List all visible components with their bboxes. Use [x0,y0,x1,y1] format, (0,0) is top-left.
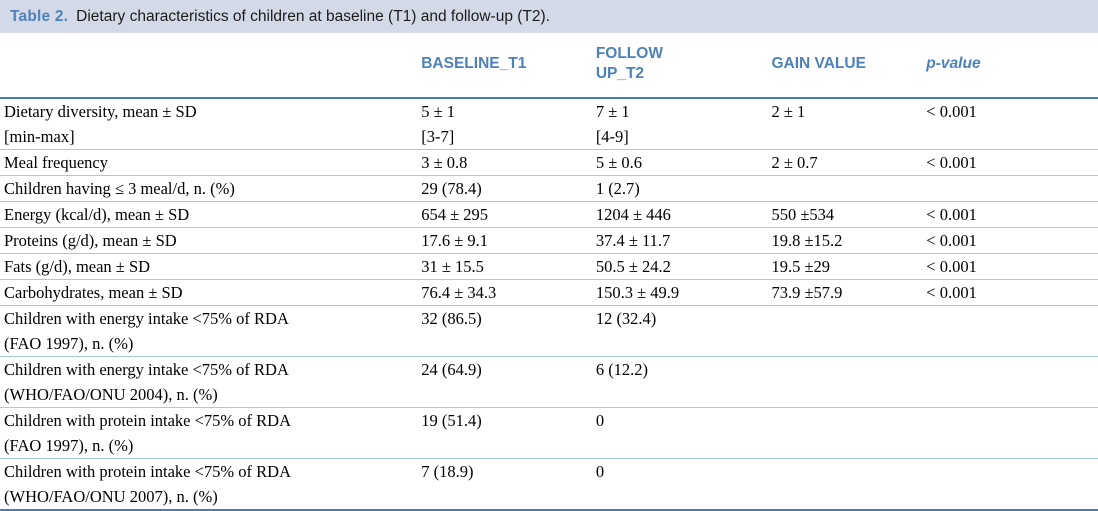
baseline-cell: 17.6 ± 9.1 [417,227,592,254]
gain-cell: 19.5 ±29 [767,253,923,280]
table-row: Children with protein intake <75% of RDA… [0,458,1098,511]
table-row: Children having ≤ 3 meal/d, n. (%) 29 (7… [0,175,1098,202]
followup-cell: 5 ± 0.6 [591,149,768,176]
baseline-cell: 3 ± 0.8 [417,149,592,176]
table-caption-band: Table 2. Dietary characteristics of chil… [0,0,1098,33]
pvalue-cell: < 0.001 [922,201,1098,228]
pvalue-cell: < 0.001 [922,253,1098,280]
followup-cell: 150.3 ± 49.9 [591,279,768,306]
gain-cell [767,458,923,511]
table-row: Meal frequency 3 ± 0.8 5 ± 0.6 2 ± 0.7 <… [0,149,1098,176]
gain-cell: 19.8 ±15.2 [767,227,923,254]
followup-cell: 1204 ± 446 [591,201,768,228]
table-description: Dietary characteristics of children at b… [76,7,550,25]
gain-cell: 2 ± 1 [767,98,923,150]
followup-cell: 50.5 ± 24.2 [591,253,768,280]
table-number-label: Table 2. [10,7,69,25]
gain-cell: 73.9 ±57.9 [767,279,923,306]
table-row: Carbohydrates, mean ± SD 76.4 ± 34.3 150… [0,279,1098,306]
pvalue-cell [922,175,1098,202]
row-label-cell: Children with energy intake <75% of RDA … [0,356,418,408]
followup-cell: 12 (32.4) [591,305,768,357]
baseline-cell: 31 ± 15.5 [417,253,592,280]
gain-cell: 550 ±534 [767,201,923,228]
dietary-characteristics-table: BASELINE_T1 FOLLOW UP_T2 GAIN VALUE p-va… [0,33,1098,511]
baseline-cell: 7 (18.9) [417,458,592,511]
row-label-cell: Meal frequency [0,149,418,176]
followup-cell: 1 (2.7) [591,175,768,202]
pvalue-cell [922,407,1098,459]
row-label-cell: Children with protein intake <75% of RDA… [0,458,418,511]
table-row: Children with energy intake <75% of RDA … [0,356,1098,408]
baseline-cell: 19 (51.4) [417,407,592,459]
row-label-cell: Children having ≤ 3 meal/d, n. (%) [0,175,418,202]
baseline-cell: 24 (64.9) [417,356,592,408]
pvalue-cell: < 0.001 [922,227,1098,254]
gain-cell [767,305,923,357]
row-label-cell: Children with protein intake <75% of RDA… [0,407,418,459]
pvalue-cell [922,305,1098,357]
row-label-cell: Fats (g/d), mean ± SD [0,253,418,280]
followup-cell: 37.4 ± 11.7 [591,227,768,254]
table-row: Fats (g/d), mean ± SD 31 ± 15.5 50.5 ± 2… [0,253,1098,280]
baseline-cell: 76.4 ± 34.3 [417,279,592,306]
gain-cell [767,356,923,408]
table-row: Children with protein intake <75% of RDA… [0,407,1098,459]
table-row: Children with energy intake <75% of RDA … [0,305,1098,357]
table-row: Dietary diversity, mean ± SD [min-max] 5… [0,98,1098,150]
pvalue-cell: < 0.001 [922,98,1098,150]
baseline-cell: 5 ± 1 [3-7] [417,98,592,150]
followup-cell: 7 ± 1 [4-9] [591,98,768,150]
header-baseline-t1: BASELINE_T1 [417,33,592,99]
table-row: Energy (kcal/d), mean ± SD 654 ± 295 120… [0,201,1098,228]
row-label-cell: Carbohydrates, mean ± SD [0,279,418,306]
row-label-cell: Proteins (g/d), mean ± SD [0,227,418,254]
followup-cell: 6 (12.2) [591,356,768,408]
gain-cell [767,175,923,202]
baseline-cell: 29 (78.4) [417,175,592,202]
baseline-cell: 32 (86.5) [417,305,592,357]
pvalue-cell: < 0.001 [922,279,1098,306]
header-followup-t2: FOLLOW UP_T2 [591,33,768,99]
gain-cell: 2 ± 0.7 [767,149,923,176]
header-gain-value: GAIN VALUE [767,33,923,99]
table-row: Proteins (g/d), mean ± SD 17.6 ± 9.1 37.… [0,227,1098,254]
row-label-cell: Dietary diversity, mean ± SD [min-max] [0,98,418,150]
table-header-row: BASELINE_T1 FOLLOW UP_T2 GAIN VALUE p-va… [0,33,1098,99]
pvalue-cell [922,458,1098,511]
baseline-cell: 654 ± 295 [417,201,592,228]
row-label-cell: Energy (kcal/d), mean ± SD [0,201,418,228]
pvalue-cell [922,356,1098,408]
followup-cell: 0 [591,458,768,511]
gain-cell [767,407,923,459]
row-label-cell: Children with energy intake <75% of RDA … [0,305,418,357]
pvalue-cell: < 0.001 [922,149,1098,176]
followup-cell: 0 [591,407,768,459]
header-row-label-spacer [0,33,418,99]
header-p-value: p-value [922,33,1098,99]
